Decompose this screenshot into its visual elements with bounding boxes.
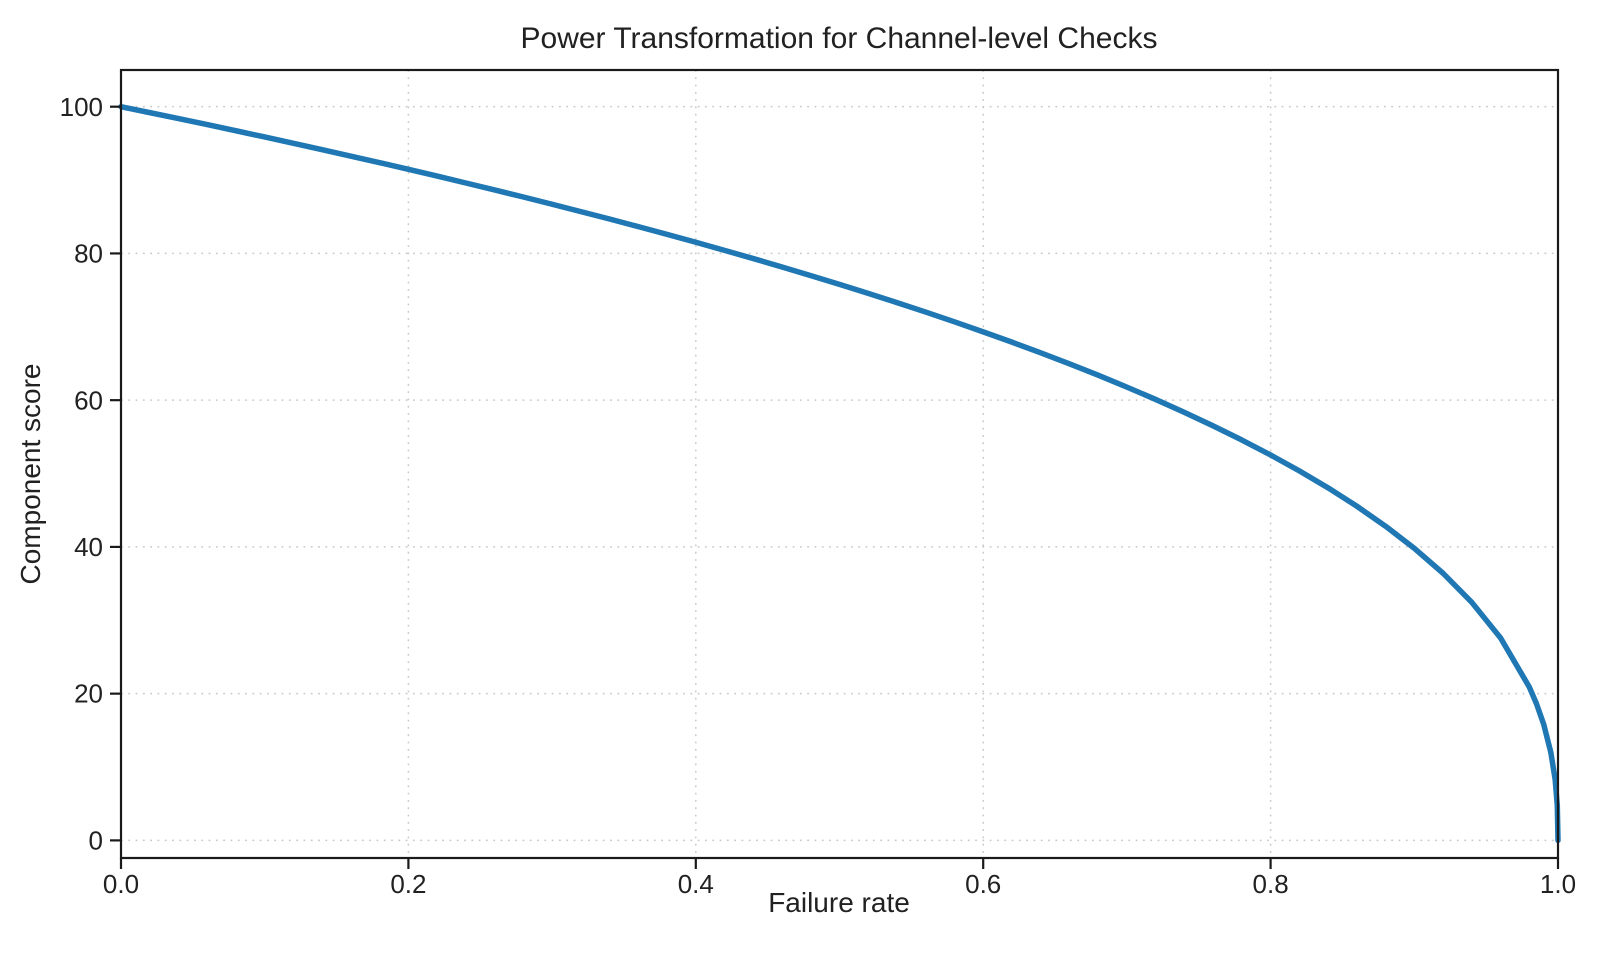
tick-layer (110, 105, 1560, 869)
y-axis-label: Component score (15, 363, 46, 584)
chart-title: Power Transformation for Channel-level C… (521, 22, 1158, 55)
y-tick-label: 60 (74, 385, 103, 415)
x-tick-label: 0.0 (103, 869, 139, 899)
y-tick-label: 100 (60, 92, 103, 122)
y-tick-label: 40 (74, 532, 103, 562)
series-layer (118, 103, 1561, 844)
x-tick-label: 0.6 (965, 869, 1001, 899)
x-axis-label: Failure rate (768, 887, 910, 918)
x-tick-label: 0.4 (678, 869, 714, 899)
y-tick-label: 0 (89, 825, 103, 855)
plot-border (119, 68, 1560, 860)
x-tick-label: 0.8 (1253, 869, 1289, 899)
tick-label-layer: 0.0 0.2 0.4 0.6 0.8 1.0 0 20 40 60 80 100 (60, 92, 1576, 899)
x-tick-label: 1.0 (1540, 869, 1576, 899)
x-tick-label: 0.2 (390, 869, 426, 899)
grid-layer (120, 70, 1559, 858)
y-tick-label: 80 (74, 239, 103, 269)
y-tick-label: 20 (74, 679, 103, 709)
series-line (118, 103, 1561, 844)
